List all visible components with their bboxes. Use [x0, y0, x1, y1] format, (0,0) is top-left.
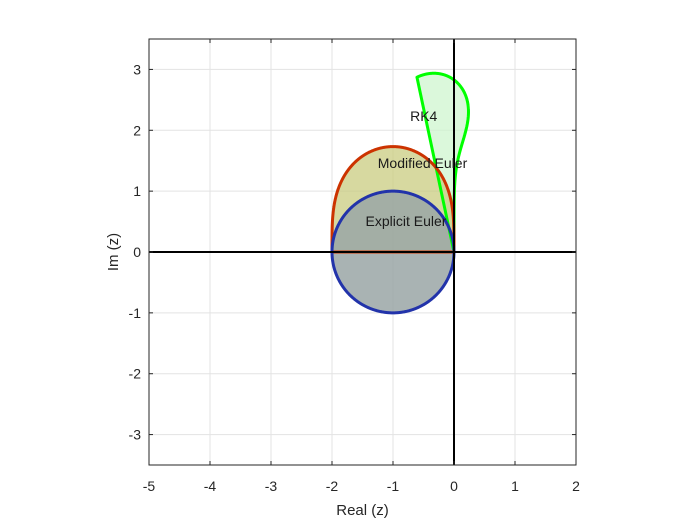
- x-tick-label: -3: [265, 478, 278, 494]
- y-tick-label: 3: [133, 61, 141, 77]
- ticks: [148, 39, 577, 465]
- y-tick-labels: -3 -2 -1 0 1 2 3: [129, 61, 142, 442]
- y-axis-label: Im (z): [105, 233, 122, 271]
- x-tick-label: -2: [326, 478, 339, 494]
- y-tick-label: 0: [133, 244, 141, 260]
- x-tick-label: -5: [143, 478, 156, 494]
- x-tick-labels: -5 -4 -3 -2 -1 0 1 2: [143, 478, 580, 494]
- x-tick-label: 1: [511, 478, 519, 494]
- region-rk4: [416, 73, 469, 252]
- x-tick-label: 0: [450, 478, 458, 494]
- y-tick-label: -2: [129, 366, 142, 382]
- boundary-modified-euler: [330, 145, 456, 254]
- annotation-modified-euler: Modified Euler: [378, 155, 468, 171]
- y-tick-label: 2: [133, 122, 141, 138]
- y-tick-label: 1: [133, 183, 141, 199]
- annotations: RK4 Modified Euler Explicit Euler: [366, 108, 468, 229]
- x-axis-label: Real (z): [336, 502, 389, 519]
- x-tick-label: 2: [572, 478, 580, 494]
- annotation-rk4: RK4: [410, 108, 437, 124]
- x-tick-label: -1: [387, 478, 400, 494]
- y-tick-label: -1: [129, 305, 142, 321]
- reference-lines: [149, 39, 576, 465]
- x-tick-label: -4: [204, 478, 217, 494]
- annotation-explicit-euler: Explicit Euler: [366, 213, 447, 229]
- y-tick-label: -3: [129, 427, 142, 443]
